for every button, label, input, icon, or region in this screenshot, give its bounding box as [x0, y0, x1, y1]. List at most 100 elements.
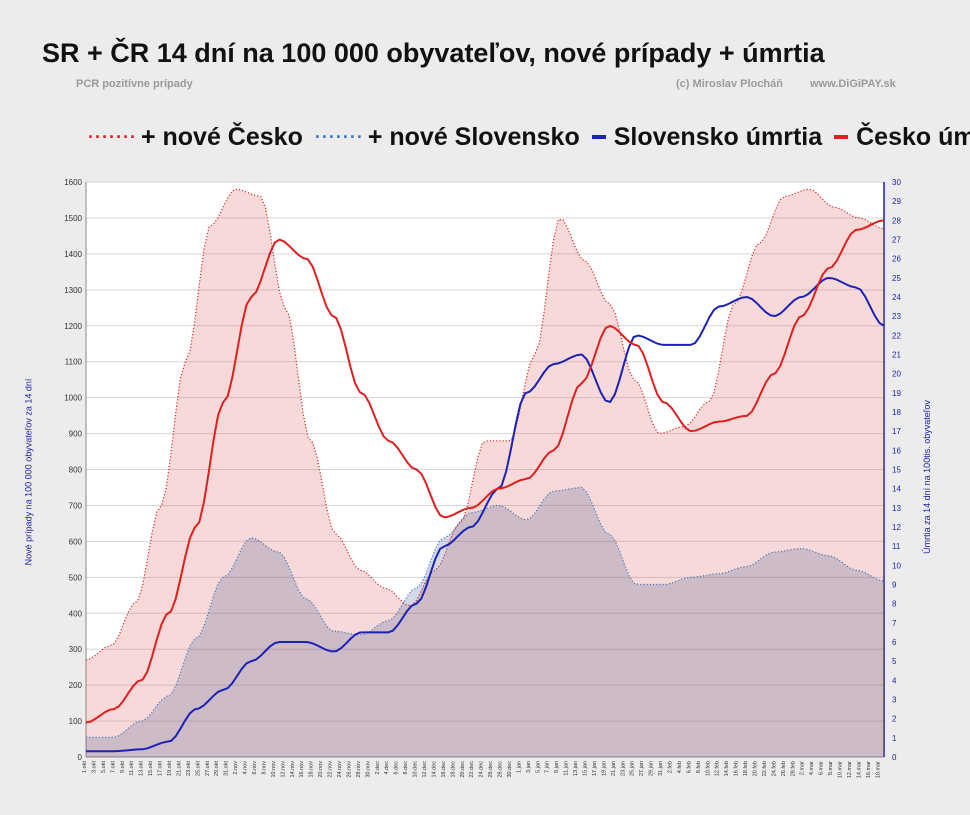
- x-tick-label: 19.okt: [167, 761, 173, 776]
- x-tick-label: 25.jan: [630, 761, 636, 776]
- legend-item-sk-deaths: Slovensko úmrtia: [591, 122, 823, 152]
- x-tick-label: 31.jan: [658, 761, 664, 776]
- y-tick-label-right: 14: [892, 485, 901, 494]
- line-cz-deaths: [85, 219, 885, 724]
- x-tick-label: 10.dec: [413, 761, 419, 778]
- x-tick-label: 18.feb: [743, 761, 749, 776]
- x-tick-label: 22.dec: [469, 761, 475, 778]
- y-tick-label-right: 23: [892, 312, 901, 321]
- chart-legend: ······· + nové Česko ······· + nové Slov…: [88, 120, 970, 154]
- y-tick-label-left: 600: [69, 537, 83, 546]
- y-tick-label-left: 1100: [65, 358, 83, 367]
- x-tick-label: 24.dec: [479, 761, 485, 778]
- y-tick-label-right: 22: [892, 331, 901, 340]
- x-tick-label: 8.mar: [828, 761, 834, 775]
- y-tick-label-left: 400: [69, 609, 83, 618]
- y-tick-label-left: 1300: [64, 286, 82, 295]
- x-tick-label: 20.nov: [318, 761, 324, 778]
- x-tick-label: 28.feb: [790, 761, 796, 776]
- y-tick-label-right: 24: [892, 293, 901, 302]
- legend-item-sk-cases: ······· + nové Slovensko: [315, 123, 580, 152]
- x-tick-label: 23.jan: [620, 761, 626, 776]
- x-tick-label: 13.jan: [573, 761, 579, 776]
- x-tick-label: 27.okt: [205, 761, 211, 776]
- x-tick-label: 29.okt: [214, 761, 220, 776]
- x-tick-label: 16.mar: [866, 761, 872, 778]
- x-tick-label: 4.mar: [809, 761, 815, 775]
- x-tick-label: 14.mar: [856, 761, 862, 778]
- y-tick-label-right: 18: [892, 408, 901, 417]
- subtitle-author: (c) Miroslav Plocháň: [676, 78, 783, 90]
- y-tick-label-right: 11: [892, 542, 901, 551]
- x-tick-label: 7.okt: [110, 761, 116, 773]
- x-tick-label: 4.feb: [677, 761, 683, 773]
- y-tick-label-right: 8: [892, 600, 897, 609]
- x-tick-label: 22.feb: [762, 761, 768, 776]
- x-tick-label: 12.feb: [715, 761, 721, 776]
- y-tick-label-right: 2: [892, 715, 897, 724]
- x-tick-label: 6.mar: [819, 761, 825, 775]
- x-tick-label: 14.dec: [431, 761, 437, 778]
- x-tick-label: 5.jan: [535, 761, 541, 773]
- x-tick-label: 2.feb: [668, 761, 674, 773]
- x-tick-label: 16.nov: [299, 761, 305, 778]
- legend-label: Slovensko úmrtia: [613, 122, 823, 151]
- legend-label: Česko úmrtia: [856, 122, 970, 151]
- line-sk-deaths: [86, 276, 885, 753]
- y-tick-label-left: 1500: [64, 214, 82, 223]
- x-tick-label: 18.mar: [875, 761, 881, 778]
- y-tick-label-right: 27: [892, 236, 901, 245]
- y-tick-label-left: 100: [69, 717, 83, 726]
- y-tick-label-right: 13: [892, 504, 901, 513]
- y-tick-label-right: 7: [892, 619, 897, 628]
- y-tick-label-right: 29: [892, 197, 901, 206]
- x-tick-label: 10.nov: [271, 761, 277, 778]
- x-tick-label: 2.mar: [800, 761, 806, 775]
- x-tick-label: 2.dec: [375, 761, 381, 775]
- area-sk-cases: [86, 487, 884, 757]
- x-tick-label: 12.mar: [847, 761, 853, 778]
- y-tick-label-left: 800: [69, 466, 83, 475]
- x-tick-label: 19.jan: [601, 761, 607, 776]
- x-tick-label: 22.nov: [328, 761, 334, 778]
- x-tick-label: 18.nov: [309, 761, 315, 778]
- x-tick-label: 1.okt: [82, 761, 88, 773]
- y-tick-label-right: 3: [892, 696, 897, 705]
- x-tick-label: 30.dec: [507, 761, 513, 778]
- x-tick-label: 15.jan: [583, 761, 589, 776]
- x-tick-label: 24.feb: [771, 761, 777, 776]
- subtitle-site: www.DiGiPAY.sk: [810, 78, 896, 90]
- y-tick-label-left: 1600: [64, 178, 82, 187]
- y-tick-label-right: 16: [892, 446, 901, 455]
- x-tick-label: 11.okt: [129, 761, 135, 776]
- legend-line-marker: [834, 135, 849, 139]
- x-tick-label: 17.okt: [158, 761, 164, 776]
- x-tick-label: 21.jan: [611, 761, 617, 776]
- x-tick-label: 26.feb: [781, 761, 787, 776]
- x-tick-label: 10.feb: [705, 761, 711, 776]
- line-cz-cases: [85, 188, 885, 661]
- x-tick-label: 3.okt: [91, 761, 97, 773]
- y-tick-label-right: 5: [892, 657, 897, 666]
- y-tick-label-left: 500: [69, 573, 83, 582]
- y-tick-label-right: 30: [892, 178, 901, 187]
- y-tick-label-right: 21: [892, 351, 901, 360]
- x-tick-label: 2.nov: [233, 761, 239, 775]
- y-tick-label-right: 26: [892, 255, 901, 264]
- legend-label: + nové Slovensko: [367, 122, 580, 151]
- x-tick-label: 15.okt: [148, 761, 154, 776]
- x-tick-label: 27.jan: [639, 761, 645, 776]
- x-tick-label: 26.dec: [488, 761, 494, 778]
- y-tick-label-left: 1400: [64, 250, 82, 259]
- x-tick-label: 8.nov: [261, 761, 267, 775]
- x-tick-label: 14.nov: [290, 761, 296, 778]
- y-tick-label-right: 10: [892, 561, 901, 570]
- x-tick-label: 4.dec: [384, 761, 390, 775]
- y-tick-label-right: 25: [892, 274, 901, 283]
- legend-item-cz-cases: ······· + nové Česko: [88, 123, 303, 152]
- x-tick-label: 26.nov: [346, 761, 352, 778]
- y-tick-label-right: 15: [892, 466, 901, 475]
- x-tick-label: 6.dec: [394, 761, 400, 775]
- y-tick-label-right: 12: [892, 523, 901, 532]
